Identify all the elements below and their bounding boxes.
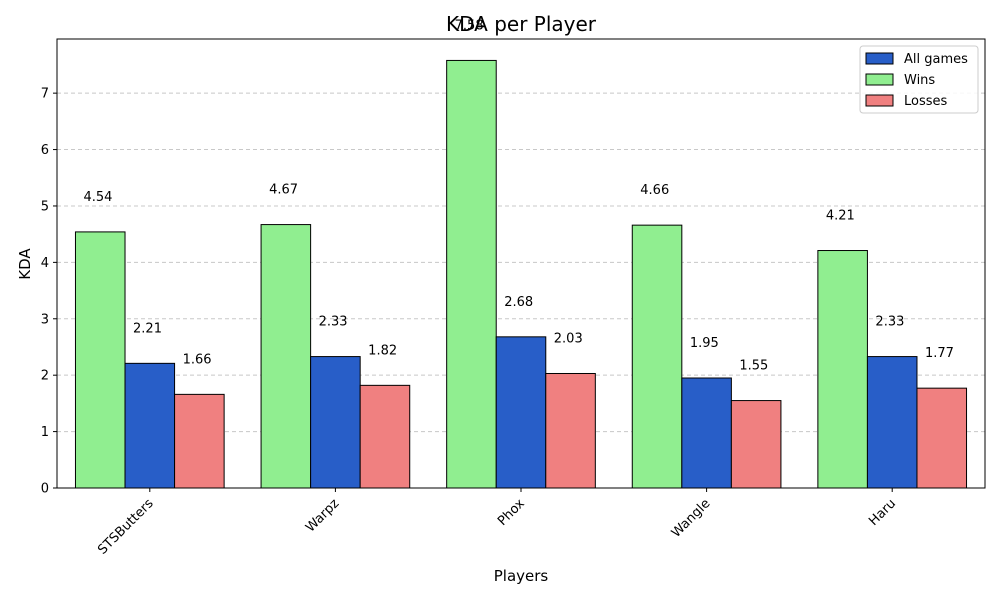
- legend: All games Wins Losses: [859, 45, 979, 114]
- data-label: 1.66: [183, 352, 212, 367]
- data-label: 2.33: [875, 315, 904, 330]
- bar-losses: [730, 400, 782, 489]
- bar-all-games: [124, 362, 176, 489]
- legend-label: Wins: [904, 73, 935, 88]
- data-label: 2.03: [554, 331, 583, 346]
- data-label: 1.77: [925, 346, 954, 361]
- y-tick-label: 1: [41, 425, 49, 440]
- y-tick-label: 2: [41, 369, 49, 384]
- chart-title: KDA per Player: [446, 12, 597, 36]
- bar-wins: [631, 224, 683, 489]
- y-tick-label: 3: [41, 312, 49, 327]
- y-axis-label: KDA: [16, 248, 34, 280]
- data-label: 2.68: [504, 295, 533, 310]
- data-label: 4.66: [640, 183, 669, 198]
- bar-wins: [446, 59, 497, 489]
- bar-all-games: [681, 377, 732, 489]
- data-label: 4.67: [269, 183, 298, 198]
- bar-losses: [174, 393, 225, 489]
- y-tick-label: 4: [41, 256, 49, 271]
- bar-all-games: [866, 356, 918, 489]
- legend-swatch: [865, 73, 894, 86]
- data-label: 7.58: [455, 18, 484, 33]
- bar-wins: [74, 231, 126, 489]
- legend-swatch: [865, 94, 894, 107]
- bar-losses: [545, 372, 596, 489]
- legend-label: All games: [904, 52, 968, 67]
- bar-wins: [817, 250, 868, 489]
- data-label: 1.55: [739, 359, 768, 374]
- data-label: 4.21: [826, 209, 855, 224]
- legend-label: Losses: [904, 94, 948, 109]
- data-label: 2.21: [133, 321, 162, 336]
- bar-wins: [260, 224, 312, 489]
- data-label: 1.95: [690, 336, 719, 351]
- data-label: 1.82: [368, 343, 397, 358]
- y-tick-label: 6: [41, 143, 49, 158]
- y-tick-label: 7: [41, 87, 49, 102]
- data-labels: 4.54 2.21 1.66 4.67 2.33 1.82 7.58 2.68 2.03 4.66…: [83, 18, 953, 373]
- data-label: 4.54: [83, 190, 112, 205]
- data-label: 2.33: [319, 315, 348, 330]
- legend-swatch: [865, 52, 894, 65]
- bar-all-games: [310, 356, 361, 489]
- bars: [74, 59, 968, 489]
- x-axis-label: Players: [494, 567, 549, 585]
- y-tick-label: 5: [41, 199, 49, 214]
- bar-losses: [916, 387, 968, 489]
- bar-losses: [359, 384, 411, 489]
- bar-all-games: [495, 336, 547, 489]
- y-tick-label: 0: [41, 482, 49, 497]
